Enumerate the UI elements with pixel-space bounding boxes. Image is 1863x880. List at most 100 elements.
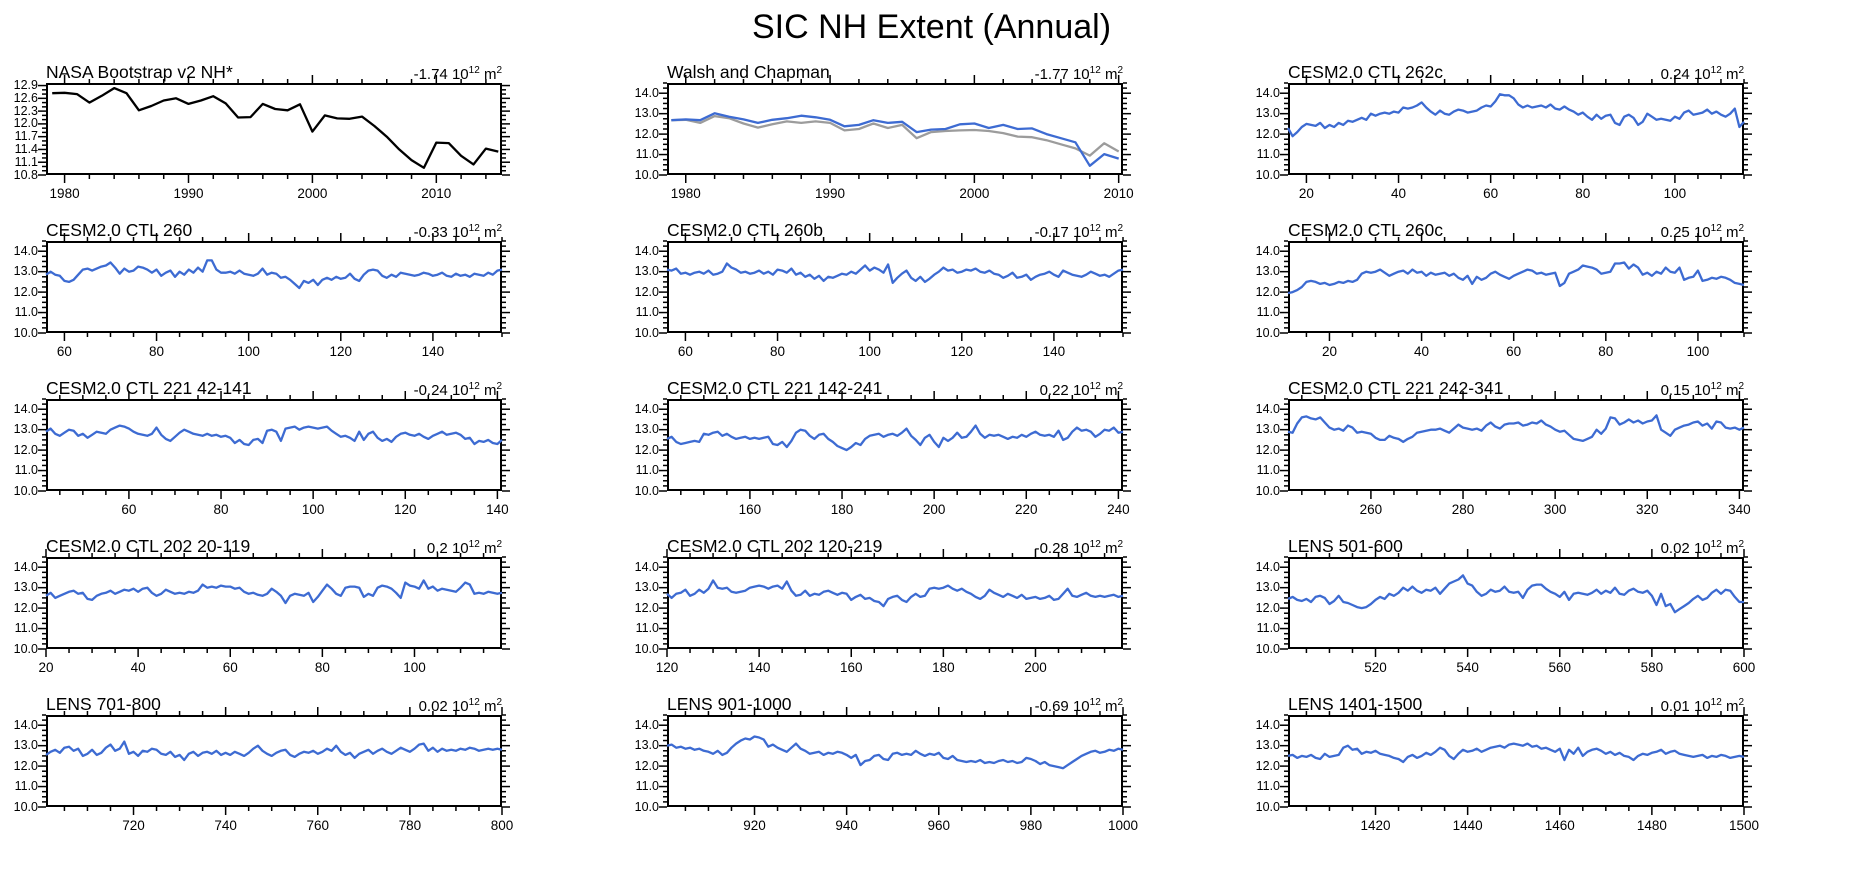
y-tick-label: 11.0 (635, 147, 659, 162)
trend-unit-symbol-exponent: 2 (1738, 381, 1744, 392)
trend-value: 0.02 (1660, 540, 1690, 557)
trend-unit-symbol: m (1104, 540, 1118, 557)
trend-unit-exponent: 12 (468, 65, 480, 76)
y-tick-label: 10.0 (634, 799, 659, 814)
axis-ticks (38, 549, 510, 657)
data-line-blue (1287, 261, 1745, 295)
y-tick-label: 11.7 (14, 129, 38, 144)
x-tick-label: 580 (1640, 660, 1664, 675)
panel-title: CESM2.0 CTL 262c (1288, 62, 1443, 82)
axis-ticks (1280, 707, 1752, 815)
x-tick-label: 220 (1015, 502, 1038, 517)
trend-value: 0.25 (1660, 224, 1690, 241)
trend-unit-symbol: m (1104, 224, 1118, 241)
y-tick-label: 10.0 (13, 483, 38, 498)
x-tick-label: 1420 (1360, 818, 1391, 833)
plot-area (38, 75, 510, 183)
trend-unit-symbol: m (483, 382, 497, 399)
trend-value: -1.74 (413, 66, 448, 83)
trend-unit-symbol-exponent: 2 (1738, 223, 1744, 234)
x-tick-label: 60 (222, 660, 238, 675)
y-tick-label: 11.0 (1256, 779, 1280, 794)
x-tick-label: 1460 (1544, 818, 1575, 833)
y-tick-label: 13.0 (1255, 422, 1280, 437)
panel-title: NASA Bootstrap v2 NH* (46, 62, 233, 82)
panel-header: NASA Bootstrap v2 NH* -1.74 1012 m2 (46, 57, 502, 83)
data-line-blue (1287, 742, 1745, 764)
plot-border (1288, 399, 1744, 491)
y-tick-label: 12.0 (13, 284, 38, 299)
plot-area (38, 549, 510, 657)
panel-trend: 0.2 1012 m2 (427, 539, 502, 557)
y-tick-label: 10.0 (1255, 325, 1280, 340)
plot-area (1280, 391, 1752, 499)
x-tick-label: 80 (1575, 186, 1591, 201)
plot-area (1280, 75, 1752, 183)
x-tick-label: 40 (1391, 186, 1407, 201)
trend-unit-symbol-exponent: 2 (496, 65, 502, 76)
chart-panel-2: Walsh and Chapman -1.77 1012 m2 10.0 11.0 12… (621, 57, 1242, 215)
data-line-blue (671, 112, 1120, 167)
x-tick-label: 240 (1107, 502, 1130, 517)
chart-panel-11: CESM2.0 CTL 202 120-219 -0.28 1012 m2 10.0… (621, 531, 1242, 689)
chart-panel-6: CESM2.0 CTL 260c 0.25 1012 m2 10.0 11.0 12.0… (1242, 215, 1863, 373)
x-tick-label: 120 (394, 502, 417, 517)
y-tick-label: 14.0 (13, 559, 38, 574)
x-tick-label: 20 (38, 660, 54, 675)
x-tick-label: 60 (677, 344, 693, 359)
y-tick-label: 12.0 (1255, 758, 1280, 773)
x-tick-label: 180 (932, 660, 955, 675)
data-line-black (52, 86, 499, 169)
x-tick-label: 120 (655, 660, 679, 675)
chart-panel-15: LENS 1401-1500 0.01 1012 m2 10.0 11.0 12.0 13… (1242, 689, 1863, 847)
trend-value: -0.24 (413, 382, 448, 399)
y-tick-label: 12.0 (634, 600, 659, 615)
plot-area (659, 549, 1131, 657)
y-tick-label: 14.0 (1255, 85, 1280, 100)
trend-unit-base: 10 (1072, 66, 1090, 83)
y-tick-label: 13.0 (13, 422, 38, 437)
x-tick-label: 100 (237, 344, 260, 359)
x-tick-label: 340 (1728, 502, 1751, 517)
y-tick-label: 12.0 (13, 442, 38, 457)
x-tick-label: 1990 (173, 186, 204, 201)
y-tick-label: 13.0 (13, 264, 38, 279)
x-tick-label: 160 (839, 660, 863, 675)
plot-border (667, 241, 1123, 333)
y-tick-label: 12.0 (1255, 442, 1280, 457)
panel-title: CESM2.0 CTL 260c (1288, 220, 1443, 240)
plot-border (667, 557, 1123, 649)
trend-value: 0.24 (1660, 66, 1690, 83)
trend-unit-exponent: 12 (1710, 223, 1722, 234)
y-tick-label: 13.0 (1255, 580, 1280, 595)
x-tick-label: 60 (121, 502, 137, 517)
trend-unit-exponent: 12 (1089, 539, 1101, 550)
trend-value: -0.17 (1034, 224, 1069, 241)
data-line-blue (1287, 414, 1745, 444)
y-tick-label: 12.3 (13, 103, 38, 118)
panel-header: CESM2.0 CTL 260c 0.25 1012 m2 (1288, 215, 1744, 241)
trend-unit-symbol-exponent: 2 (1117, 539, 1123, 550)
chart-panel-14: LENS 901-1000 -0.69 1012 m2 10.0 11.0 12.0 13… (621, 689, 1242, 847)
plot-border (46, 399, 502, 491)
y-tick-label: 14.0 (13, 717, 38, 732)
x-tick-label: 100 (403, 660, 426, 675)
panel-header: LENS 1401-1500 0.01 1012 m2 (1288, 689, 1744, 715)
y-tick-label: 11.1 (14, 154, 38, 169)
trend-unit-symbol: m (1725, 66, 1739, 83)
panel-trend: -0.24 1012 m2 (414, 381, 502, 399)
trend-value: -1.77 (1034, 66, 1069, 83)
x-tick-label: 40 (1414, 344, 1430, 359)
trend-unit-base: 10 (1072, 540, 1090, 557)
axis-ticks (659, 707, 1131, 815)
x-tick-label: 80 (770, 344, 786, 359)
x-tick-label: 320 (1636, 502, 1659, 517)
axis-ticks (1280, 233, 1752, 341)
plot-border (1288, 715, 1744, 807)
data-line-blue (666, 262, 1124, 285)
trend-value: 0.15 (1660, 382, 1690, 399)
trend-unit-symbol: m (1725, 382, 1739, 399)
x-tick-label: 800 (490, 818, 514, 833)
y-tick-label: 11.0 (14, 621, 38, 636)
trend-value: -0.33 (413, 224, 448, 241)
